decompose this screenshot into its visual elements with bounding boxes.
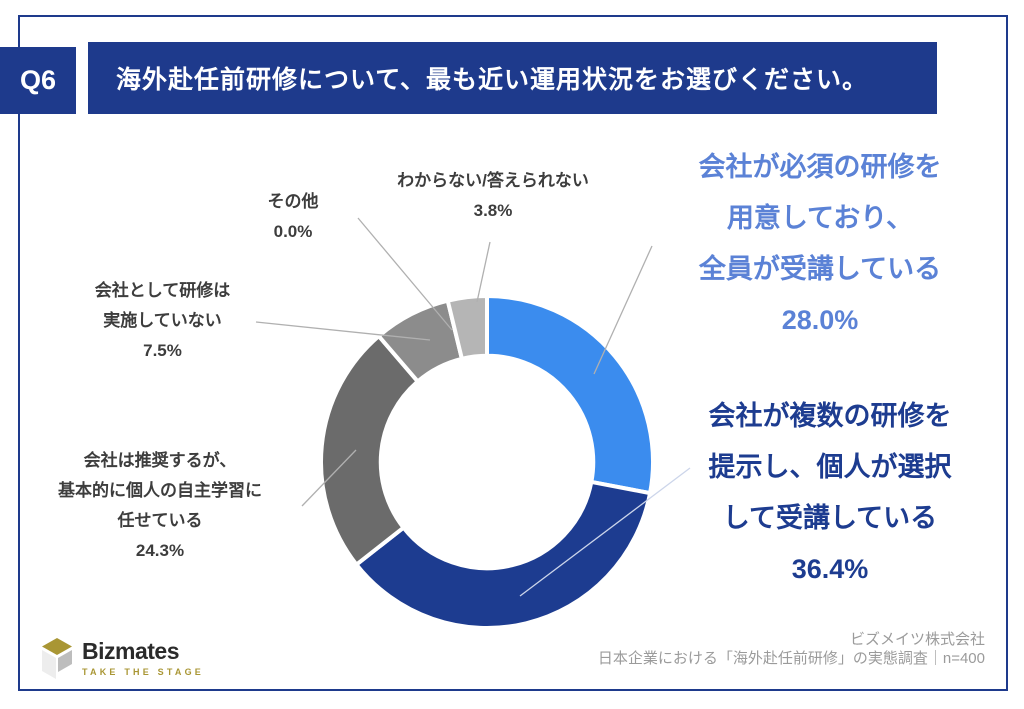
- leader-line-3: [301, 449, 357, 507]
- logo-tagline: TAKE THE STAGE: [82, 667, 204, 677]
- segment-label-other: その他 0.0%: [267, 192, 319, 241]
- segment-label-mandatory: 会社が必須の研修を 用意しており、 全員が受講している 28.0%: [698, 152, 942, 335]
- donut-segment-0: [485, 293, 655, 496]
- bizmates-logo: Bizmates TAKE THE STAGE: [42, 638, 204, 680]
- leader-line-5: [519, 467, 691, 597]
- segment-label-unknown: わからない/答えられない 3.8%: [397, 171, 589, 220]
- leader-line-1: [357, 217, 453, 331]
- donut-segment-1: [353, 479, 653, 630]
- question-number-badge: Q6: [0, 47, 76, 114]
- segment-label-multiple: 会社が複数の研修を 提示し、個人が選択 して受講している 36.4%: [708, 401, 952, 584]
- donut-segment-5: [445, 293, 489, 362]
- question-title-bar: 海外赴任前研修について、最も近い運用状況をお選びください。: [88, 42, 937, 114]
- donut-segment-2: [319, 333, 421, 568]
- leader-line-4: [593, 245, 653, 375]
- logo-wordmark: Bizmates: [82, 638, 179, 664]
- segment-label-self-study: 会社は推奨するが、 基本的に個人の自主学習に 任せている 24.3%: [58, 451, 262, 560]
- question-title: 海外赴任前研修について、最も近い運用状況をお選びください。: [116, 66, 869, 94]
- question-number: Q6: [19, 65, 57, 95]
- bizmates-cube-icon: [42, 638, 72, 679]
- leader-line-0: [476, 241, 491, 303]
- segment-label-not-conducted: 会社として研修は 実施していない 7.5%: [94, 281, 231, 360]
- leader-line-2: [255, 321, 431, 341]
- source-attribution: ビズメイツ株式会社 日本企業における「海外赴任前研修」の実態調査｜n=400: [597, 631, 985, 667]
